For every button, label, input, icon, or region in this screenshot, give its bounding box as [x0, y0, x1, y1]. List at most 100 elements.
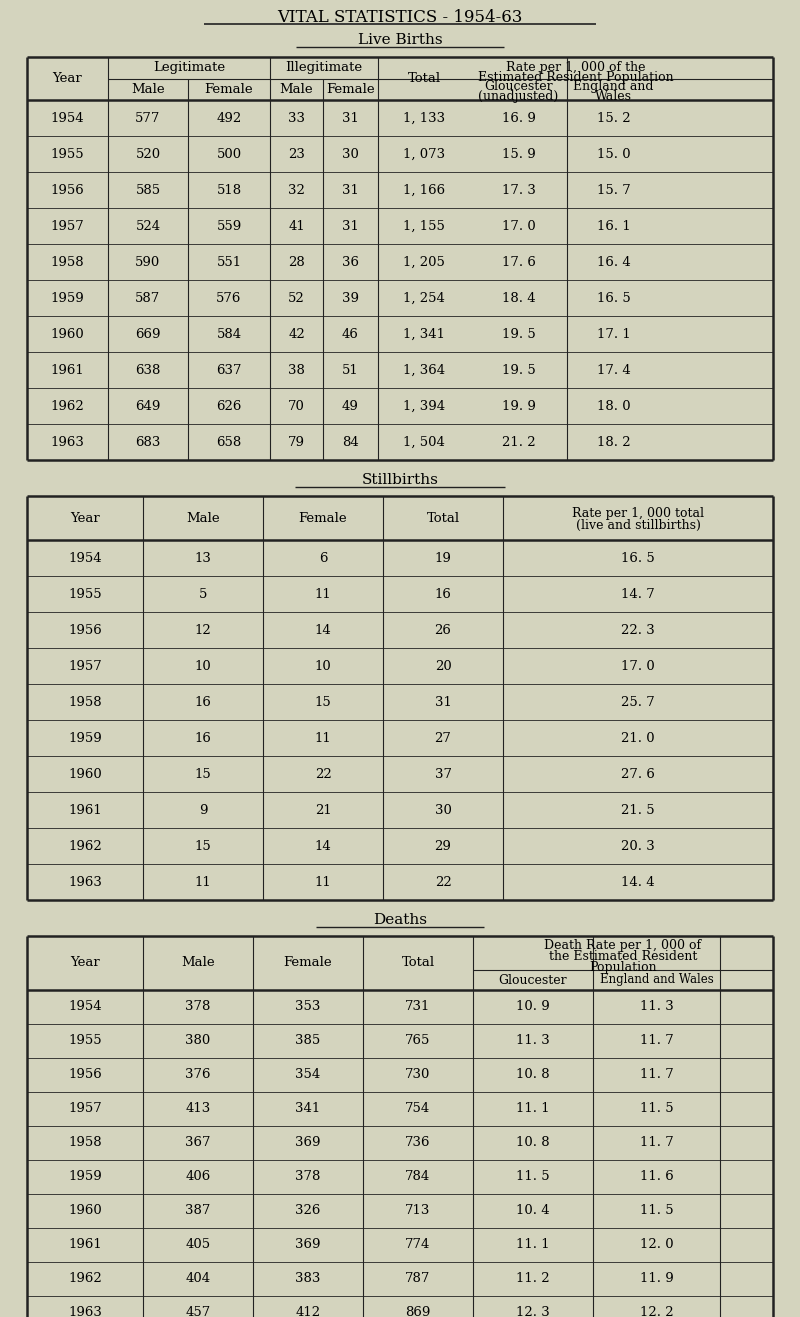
Text: 10. 9: 10. 9: [516, 1001, 550, 1014]
Text: Female: Female: [205, 83, 254, 96]
Text: 1957: 1957: [68, 660, 102, 673]
Text: 10: 10: [314, 660, 331, 673]
Text: 584: 584: [217, 328, 242, 341]
Text: Illegitimate: Illegitimate: [286, 62, 362, 75]
Text: 17. 4: 17. 4: [597, 363, 630, 377]
Text: 27. 6: 27. 6: [621, 768, 655, 781]
Text: 11: 11: [314, 587, 331, 601]
Text: 1959: 1959: [68, 1171, 102, 1184]
Text: 19: 19: [434, 552, 451, 565]
Text: 11: 11: [314, 876, 331, 889]
Text: 500: 500: [217, 148, 242, 161]
Text: 518: 518: [217, 183, 242, 196]
Text: 31: 31: [434, 695, 451, 709]
Text: 869: 869: [406, 1306, 430, 1317]
Text: England and: England and: [574, 80, 654, 94]
Text: 774: 774: [406, 1238, 430, 1251]
Text: 1962: 1962: [50, 399, 84, 412]
Text: 16: 16: [434, 587, 451, 601]
Text: 19. 9: 19. 9: [502, 399, 535, 412]
Text: 21. 2: 21. 2: [502, 436, 535, 449]
Text: 649: 649: [135, 399, 161, 412]
Text: 754: 754: [406, 1102, 430, 1115]
Text: England and Wales: England and Wales: [600, 973, 714, 986]
Text: 11: 11: [314, 731, 331, 744]
Text: 11. 1: 11. 1: [516, 1238, 550, 1251]
Text: 20. 3: 20. 3: [621, 839, 655, 852]
Text: 6: 6: [318, 552, 327, 565]
Text: 683: 683: [135, 436, 161, 449]
Text: Female: Female: [284, 956, 332, 969]
Text: 404: 404: [186, 1272, 210, 1285]
Text: 1956: 1956: [68, 623, 102, 636]
Text: 51: 51: [342, 363, 359, 377]
Text: Live Births: Live Births: [358, 33, 442, 47]
Text: 15. 0: 15. 0: [597, 148, 630, 161]
Text: 1954: 1954: [68, 552, 102, 565]
Text: 17. 1: 17. 1: [597, 328, 630, 341]
Text: 15: 15: [194, 768, 211, 781]
Text: Male: Male: [186, 511, 220, 524]
Text: VITAL STATISTICS - 1954-63: VITAL STATISTICS - 1954-63: [278, 9, 522, 26]
Text: 30: 30: [434, 803, 451, 817]
Text: 28: 28: [288, 255, 305, 269]
Text: 1957: 1957: [68, 1102, 102, 1115]
Text: 524: 524: [135, 220, 161, 233]
Text: 369: 369: [295, 1137, 321, 1150]
Text: 11. 7: 11. 7: [640, 1137, 674, 1150]
Text: 1961: 1961: [68, 1238, 102, 1251]
Text: 11. 5: 11. 5: [640, 1102, 674, 1115]
Text: 413: 413: [186, 1102, 210, 1115]
Text: Male: Male: [181, 956, 215, 969]
Text: 16: 16: [194, 695, 211, 709]
Text: 12. 3: 12. 3: [516, 1306, 550, 1317]
Text: 551: 551: [217, 255, 242, 269]
Text: 23: 23: [288, 148, 305, 161]
Text: Legitimate: Legitimate: [153, 62, 225, 75]
Text: 18. 2: 18. 2: [597, 436, 630, 449]
Text: 1959: 1959: [68, 731, 102, 744]
Text: 731: 731: [406, 1001, 430, 1014]
Text: 1, 341: 1, 341: [403, 328, 445, 341]
Text: 12: 12: [194, 623, 211, 636]
Text: Rate per 1, 000 of the: Rate per 1, 000 of the: [506, 61, 646, 74]
Text: Gloucester: Gloucester: [498, 973, 567, 986]
Text: 21. 0: 21. 0: [621, 731, 655, 744]
Text: Gloucester: Gloucester: [484, 80, 553, 94]
Text: 37: 37: [434, 768, 451, 781]
Text: 11. 2: 11. 2: [516, 1272, 550, 1285]
Text: 31: 31: [342, 112, 359, 125]
Text: 11. 1: 11. 1: [516, 1102, 550, 1115]
Text: 1956: 1956: [68, 1068, 102, 1081]
Text: 39: 39: [342, 291, 359, 304]
Text: 16. 5: 16. 5: [597, 291, 630, 304]
Text: Year: Year: [70, 511, 100, 524]
Text: 1962: 1962: [68, 1272, 102, 1285]
Text: 1, 133: 1, 133: [403, 112, 445, 125]
Text: Male: Male: [280, 83, 314, 96]
Text: Wales: Wales: [595, 90, 632, 103]
Text: 16. 1: 16. 1: [597, 220, 630, 233]
Text: 1954: 1954: [50, 112, 84, 125]
Text: 17. 0: 17. 0: [621, 660, 655, 673]
Text: 353: 353: [295, 1001, 321, 1014]
Text: Deaths: Deaths: [373, 913, 427, 927]
Text: 15. 2: 15. 2: [597, 112, 630, 125]
Text: 11. 6: 11. 6: [640, 1171, 674, 1184]
Text: 11. 3: 11. 3: [516, 1034, 550, 1047]
Text: 1961: 1961: [50, 363, 84, 377]
Text: 1, 504: 1, 504: [403, 436, 445, 449]
Text: 1, 394: 1, 394: [403, 399, 445, 412]
Text: 30: 30: [342, 148, 359, 161]
Text: 42: 42: [288, 328, 305, 341]
Text: 49: 49: [342, 399, 359, 412]
Text: 52: 52: [288, 291, 305, 304]
Text: 658: 658: [216, 436, 242, 449]
Text: 22. 3: 22. 3: [621, 623, 655, 636]
Text: 576: 576: [216, 291, 242, 304]
Text: 31: 31: [342, 183, 359, 196]
Text: 38: 38: [288, 363, 305, 377]
Text: 1963: 1963: [68, 1306, 102, 1317]
Text: 1956: 1956: [50, 183, 84, 196]
Text: Population: Population: [589, 961, 657, 975]
